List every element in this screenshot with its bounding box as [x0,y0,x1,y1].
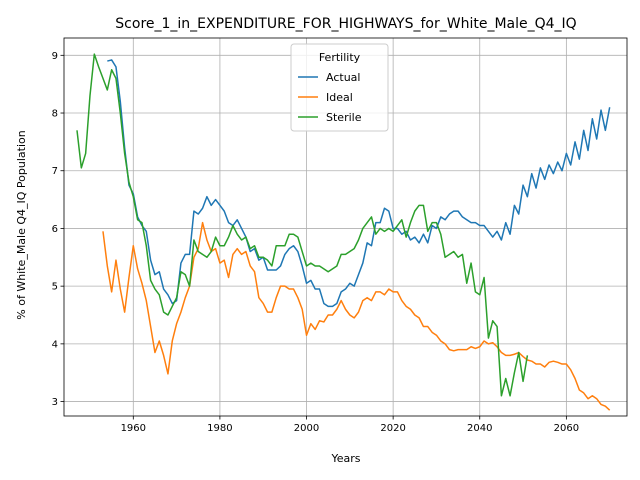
x-axis-label: Years [330,452,360,465]
series-line-ideal [102,221,611,411]
y-tick-label: 8 [52,109,58,120]
x-tick-label: 1960 [121,423,146,434]
y-axis-ticks: 3 4 5 6 7 8 9 [52,51,64,408]
x-tick-label: 2020 [380,423,405,434]
x-tick-label: 2040 [467,423,492,434]
x-tick-label: 1980 [207,423,232,434]
legend-label-ideal: Ideal [326,91,353,104]
y-tick-label: 5 [52,282,58,293]
x-tick-label: 2060 [554,423,579,434]
chart-title: Score_1_in_EXPENDITURE_FOR_HIGHWAYS_for_… [115,16,576,32]
x-tick-label: 2000 [294,423,319,434]
plot-area-frame [63,37,628,417]
legend: Fertility Actual Ideal Sterile [290,43,389,132]
y-axis-label: % of White_Male Q4_IQ Population [15,130,28,319]
legend-label-actual: Actual [326,71,360,84]
y-tick-label: 7 [52,166,58,177]
x-axis-ticks: 1960 1980 2000 2020 2040 2060 [121,416,579,434]
series-lines [76,53,611,411]
y-tick-label: 9 [52,51,58,62]
y-tick-label: 6 [52,224,58,235]
y-tick-label: 4 [52,339,58,350]
legend-entries: Actual Ideal Sterile [298,71,362,124]
legend-title: Fertility [319,51,361,64]
series-line-actual [107,59,611,308]
legend-box [290,43,389,132]
legend-label-sterile: Sterile [326,111,362,124]
series-line-sterile [76,53,529,397]
y-tick-label: 3 [52,397,58,408]
